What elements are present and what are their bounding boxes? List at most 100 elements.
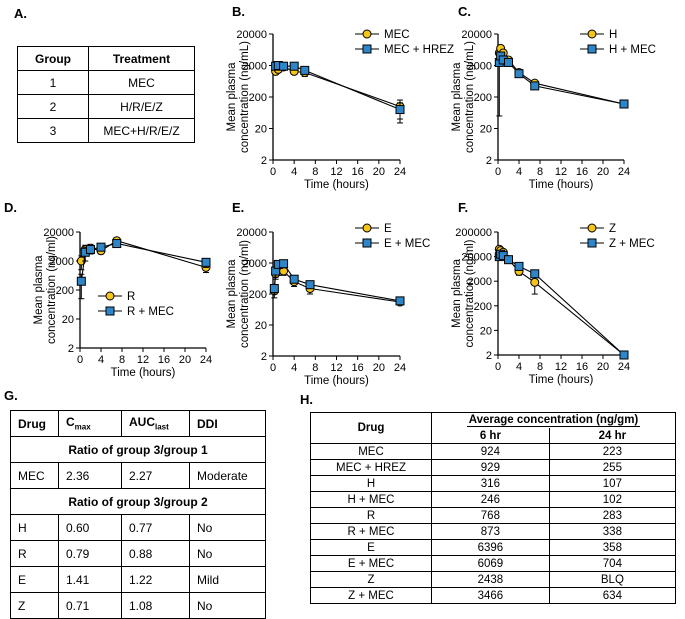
conc-24hr-cell: 283: [548, 507, 677, 524]
data-point: [86, 244, 95, 254]
x-tick-label: 16: [576, 361, 588, 373]
data-point: [530, 277, 540, 287]
y-tick-label: 2: [68, 343, 74, 355]
col-6hr-header: 6 hr: [431, 428, 550, 444]
drug-cell: H: [10, 514, 59, 541]
data-point: [289, 274, 299, 284]
table-row: R + MEC 873 338: [310, 523, 677, 540]
auc-cell: 0.77: [121, 514, 190, 541]
conc-6hr-cell: 924: [431, 443, 550, 460]
y-tick-label: 20: [62, 314, 74, 326]
x-tick-label: 12: [330, 166, 342, 178]
drug-cell: R: [10, 540, 59, 567]
ddi-ratio-table: Drug Cmax AUClast DDI Ratio of group 3/g…: [10, 410, 266, 619]
x-tick-label: 24: [618, 166, 630, 178]
conc-6hr-cell: 873: [431, 523, 550, 540]
x-tick-label: 20: [179, 354, 191, 366]
treatment-group-table: Group Treatment 1 MEC 2 H/R/E/Z 3 MEC+H/…: [17, 46, 195, 143]
table-row: E 6396 358: [310, 539, 677, 556]
x-tick-label: 12: [555, 166, 567, 178]
legend-marker: [587, 44, 597, 54]
legend-label: MEC: [384, 29, 410, 41]
conc-24hr-cell: 338: [548, 523, 677, 540]
legend-marker: [362, 238, 372, 248]
cmax-header: Cmax: [58, 410, 122, 437]
auc-cell: 1.22: [121, 566, 190, 593]
data-point: [619, 99, 629, 109]
y-tick-label: 2000: [468, 61, 492, 73]
treatment-header: Treatment: [88, 46, 195, 71]
section-header-group1: Ratio of group 3/group 1: [10, 436, 266, 463]
table-row: Z 2438 BLQ: [310, 571, 677, 588]
legend-marker: [105, 291, 115, 301]
data-point: [300, 65, 310, 75]
drug-cell: E: [310, 539, 432, 556]
x-tick-label: 12: [330, 362, 342, 374]
y-tick-label: 20000: [461, 29, 492, 41]
data-point: [504, 255, 513, 265]
ddi-cell: No: [189, 540, 266, 567]
data-point: [504, 57, 513, 67]
conc-24hr-cell: 634: [548, 587, 677, 604]
ddi-cell: Mild: [189, 566, 266, 593]
cmax-cell: 0.79: [58, 540, 122, 567]
y-tick-label: 2000: [50, 256, 74, 268]
y-tick-label: 2: [486, 350, 492, 362]
x-tick-label: 0: [495, 166, 501, 178]
y-tick-label: 200: [474, 301, 492, 313]
y-tick-label: 2000: [243, 258, 267, 270]
x-tick-label: 20: [373, 166, 385, 178]
data-point: [514, 69, 524, 79]
x-tick-label: 4: [291, 166, 297, 178]
panel-label-h: H.: [300, 392, 313, 407]
panel-label-e: E.: [232, 200, 245, 215]
y-tick-label: 20000: [43, 227, 74, 239]
x-tick-label: 4: [516, 166, 522, 178]
drug-cell: MEC: [10, 462, 59, 489]
treatment-cell: MEC+H/R/E/Z: [88, 118, 195, 143]
drug-cell: E + MEC: [310, 555, 432, 572]
auc-cell: 0.88: [121, 540, 190, 567]
x-tick-label: 16: [158, 354, 170, 366]
x-tick-label: 8: [312, 166, 318, 178]
drug-cell: Z: [310, 571, 432, 588]
table-row: E + MEC 6069 704: [310, 555, 677, 572]
x-tick-label: 4: [98, 354, 104, 366]
x-tick-label: 24: [394, 166, 406, 178]
group-cell: 2: [17, 94, 89, 119]
y-axis-label: Mean plasmaconcentration (ng/ml): [226, 240, 251, 348]
y-tick-label: 20000: [236, 227, 267, 239]
x-tick-label: 8: [537, 361, 543, 373]
x-tick-label: 12: [555, 361, 567, 373]
ddi-cell: No: [189, 514, 266, 541]
legend-label: E: [384, 223, 392, 235]
x-axis-label: Time (hours): [529, 374, 594, 386]
y-tick-label: 2000: [243, 61, 267, 73]
x-tick-label: 4: [516, 361, 522, 373]
legend-marker: [587, 223, 597, 233]
conc-6hr-cell: 2438: [431, 571, 550, 588]
legend-label: Z + MEC: [609, 238, 655, 250]
legend-label: H + MEC: [609, 44, 656, 56]
conc-24hr-cell: 358: [548, 539, 677, 556]
x-tick-label: 16: [576, 166, 588, 178]
table-row: 2 H/R/E/Z: [17, 94, 195, 119]
legend-label: Z: [609, 223, 616, 235]
data-point: [76, 276, 86, 286]
panel-label-c: C.: [458, 4, 471, 19]
data-point: [112, 239, 122, 249]
col-24hr-header: 24 hr: [548, 428, 677, 444]
data-point: [279, 61, 289, 71]
table-row: MEC + HREZ 929 255: [310, 459, 677, 476]
data-point: [619, 350, 629, 360]
tissue-concentration-table: Drug Average concentration (ng/gm) 6 hr …: [310, 412, 677, 604]
drug-cell: MEC: [310, 443, 432, 460]
legend-marker: [362, 223, 372, 233]
table-row: Z 0.71 1.08 No: [10, 592, 266, 619]
x-tick-label: 24: [394, 362, 406, 374]
cmax-cell: 1.41: [58, 566, 122, 593]
x-tick-label: 20: [597, 166, 609, 178]
treatment-cell: H/R/E/Z: [88, 94, 195, 119]
